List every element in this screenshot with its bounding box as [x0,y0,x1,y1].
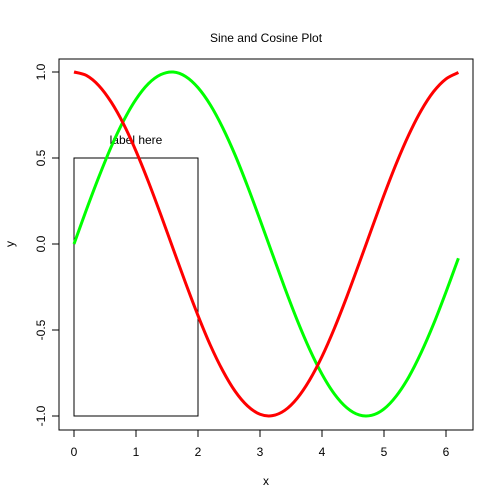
series-line-0 [72,70,460,418]
x-tick-label: 1 [133,445,140,459]
x-axis-label: x [263,474,269,488]
y-tick-label: 0.5 [34,149,48,166]
y-axis-label: y [3,241,17,247]
annotation-layer: label here [73,133,199,417]
y-tick-label: 1.0 [34,63,48,80]
x-axis: 0 1 2 3 4 5 6 [71,429,450,459]
series-line-1 [73,70,460,418]
annotation-label: label here [110,133,163,147]
x-tick-label: 5 [381,445,388,459]
x-tick-label: 3 [257,445,264,459]
x-tick-label: 6 [443,445,450,459]
annotation-rect [73,157,199,417]
y-axis: -1.0 -0.5 0.0 0.5 1.0 [34,63,60,426]
x-tick-label: 2 [195,445,202,459]
y-tick-label: 0.0 [34,235,48,252]
chart-title: Sine and Cosine Plot [210,31,323,45]
y-tick-label: -0.5 [34,319,48,340]
series-layer [72,70,460,418]
x-tick-label: 4 [319,445,326,459]
y-tick-label: -1.0 [34,405,48,426]
x-tick-label: 0 [71,445,78,459]
